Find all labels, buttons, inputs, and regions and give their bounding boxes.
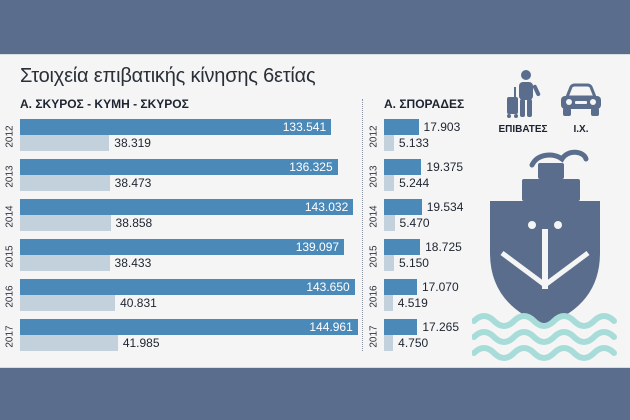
data-label-cars: 38.433: [114, 256, 152, 270]
bar-cars: [20, 295, 116, 311]
data-label-passengers: 136.325: [289, 160, 333, 174]
infographic-panel: Στοιχεία επιβατικής κίνησης 6ετίας Α. ΣΚ…: [0, 54, 630, 368]
bar-cars: [384, 335, 394, 351]
year-label: 2012: [4, 125, 16, 148]
data-label-cars: 38.858: [115, 216, 153, 230]
bar-cars: [384, 215, 395, 231]
year-label: 2012: [368, 125, 380, 148]
bar-cars: [20, 215, 111, 231]
bottom-background: [0, 366, 630, 420]
year-label: 2013: [4, 165, 16, 188]
data-label-passengers: 17.903: [423, 120, 461, 134]
bar-cars: [384, 295, 393, 311]
year-label: 2015: [368, 245, 380, 268]
bar-passengers: [384, 159, 422, 175]
top-background: [0, 0, 630, 54]
bar-cars: [384, 135, 394, 151]
year-label: 2013: [368, 165, 380, 188]
car-icon: [561, 83, 601, 116]
data-label-passengers: 133.541: [282, 120, 327, 134]
year-label: 2014: [368, 205, 380, 228]
year-label: 2016: [4, 285, 16, 308]
year-label: 2015: [4, 245, 16, 268]
year-label: 2014: [4, 205, 16, 228]
bar-passengers: [20, 319, 358, 335]
bar-passengers: [384, 239, 421, 255]
bar-passengers: [20, 199, 354, 215]
year-label: 2017: [368, 325, 380, 348]
data-label-passengers: 139.097: [295, 240, 340, 254]
ship-icon: [472, 149, 617, 361]
bar-passengers: [384, 319, 418, 335]
bar-cars: [20, 135, 110, 151]
data-label-passengers: 19.375: [426, 160, 464, 174]
chart-divider: [362, 99, 363, 351]
data-label-cars: 40.831: [120, 296, 157, 310]
data-label-cars: 5.244: [399, 176, 430, 190]
legend-passengers-label: ΕΠΙΒΑΤΕΣ: [498, 124, 548, 135]
data-label-passengers: 19.534: [426, 200, 464, 214]
data-label-cars: 5.470: [399, 216, 430, 230]
data-label-passengers: 18.725: [425, 240, 462, 254]
bar-cars: [20, 335, 118, 351]
traveler-with-suitcase-icon: [507, 70, 541, 118]
bar-passengers: [20, 279, 355, 295]
data-label-cars: 38.473: [114, 176, 152, 190]
bar-cars: [384, 255, 394, 271]
page-title: Στοιχεία επιβατικής κίνησης 6ετίας: [20, 65, 316, 87]
data-label-cars: 41.985: [122, 336, 160, 350]
data-label-cars: 38.319: [114, 136, 151, 150]
data-label-cars: 5.150: [398, 256, 429, 270]
year-label: 2016: [368, 285, 380, 308]
data-label-passengers: 143.650: [306, 280, 350, 294]
bar-cars: [384, 175, 395, 191]
data-label-passengers: 17.070: [421, 280, 459, 294]
data-label-passengers: 144.961: [309, 320, 353, 334]
bar-cars: [20, 255, 110, 271]
bar-passengers: [384, 199, 422, 215]
data-label-cars: 4.750: [398, 336, 429, 350]
bar-passengers: [20, 119, 332, 135]
data-label-cars: 5.133: [398, 136, 429, 150]
bar-cars: [20, 175, 110, 191]
data-label-cars: 4.519: [397, 296, 428, 310]
bar-passengers: [384, 279, 417, 295]
bar-passengers: [20, 239, 345, 255]
bar-passengers: [384, 119, 419, 135]
data-label-passengers: 143.032: [304, 200, 349, 214]
chart-left-title: Α. ΣΚΥΡΟΣ - ΚΥΜΗ - ΣΚΥΡΟΣ: [20, 97, 189, 111]
legend-cars-label: Ι.Χ.: [573, 124, 589, 135]
data-label-passengers: 17.265: [422, 320, 460, 334]
chart-right-title: Α. ΣΠΟΡΑΔΕΣ: [384, 97, 465, 111]
year-label: 2017: [4, 325, 16, 348]
bar-passengers: [20, 159, 338, 175]
